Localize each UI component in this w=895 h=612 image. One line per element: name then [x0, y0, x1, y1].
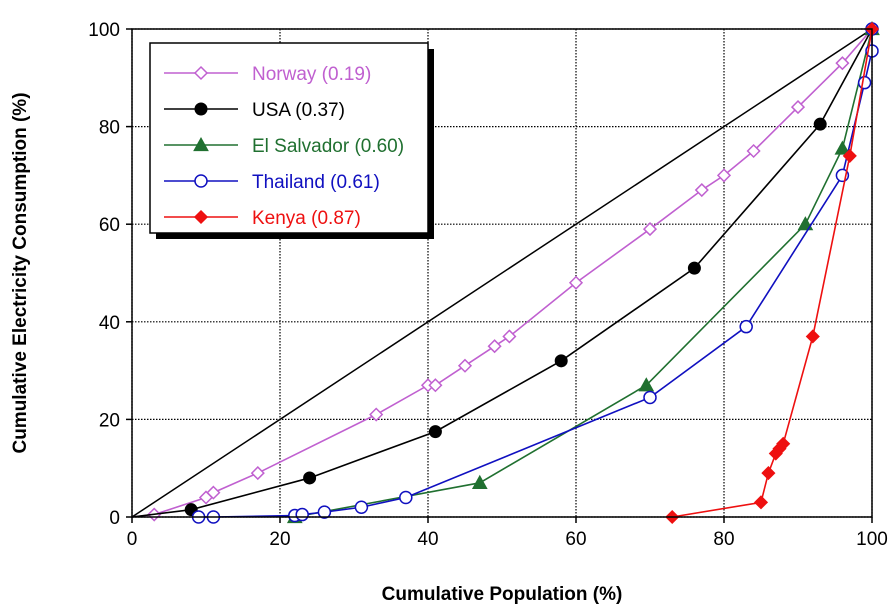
data-point: [716, 168, 732, 183]
legend-label: Thailand (0.61): [252, 172, 380, 193]
y-tick-label: 40: [99, 313, 120, 334]
y-tick-label: 60: [99, 215, 120, 236]
x-axis-title: Cumulative Population (%): [382, 584, 623, 605]
x-tick-label: 100: [856, 529, 888, 550]
data-point: [643, 390, 657, 405]
data-point: [206, 485, 221, 500]
series-line: [131, 28, 873, 518]
y-tick-label: 0: [109, 508, 120, 529]
data-point: [554, 354, 568, 368]
equality-line-path: [131, 28, 873, 518]
x-tick-label: 20: [269, 529, 290, 550]
data-point: [568, 275, 584, 290]
data-point: [638, 377, 655, 392]
data-point: [250, 466, 265, 481]
y-axis-title: Cumulative Electricity Consumption (%): [10, 92, 31, 453]
data-point: [354, 500, 369, 514]
data-point: [776, 436, 791, 451]
series-layer: [131, 20, 880, 525]
legend-swatch-marker: [193, 65, 209, 81]
legend: Norway (0.19) USA (0.37) El Salvador (0.60…: [149, 42, 434, 239]
data-point: [790, 100, 806, 115]
legend-swatch-marker: [193, 209, 209, 225]
axis-ticks: 0 20 40 60 80 100 0 20 40 60 80 100: [88, 20, 888, 550]
equality-line: [131, 28, 873, 518]
data-point: [813, 117, 827, 131]
data-point: [834, 140, 851, 155]
x-tick-label: 0: [127, 529, 138, 550]
legend-label: USA (0.37): [252, 100, 345, 121]
data-point: [428, 378, 443, 393]
data-point: [457, 358, 473, 373]
data-point: [317, 505, 332, 519]
x-tick-label: 40: [417, 529, 438, 550]
data-point: [739, 319, 753, 334]
data-point: [857, 75, 872, 90]
data-point: [399, 490, 413, 505]
legend-label: El Salvador (0.60): [252, 136, 404, 157]
data-point: [428, 425, 442, 439]
data-point: [303, 471, 317, 485]
data-point: [842, 148, 857, 163]
legend-swatch-marker: [193, 136, 209, 152]
data-point: [487, 339, 502, 354]
data-point: [805, 329, 820, 344]
data-point: [761, 466, 776, 481]
data-point: [642, 222, 658, 237]
x-tick-label: 80: [713, 529, 734, 550]
data-point: [502, 329, 517, 344]
data-point: [295, 507, 309, 522]
y-tick-label: 80: [99, 118, 120, 139]
y-tick-label: 100: [88, 20, 120, 41]
data-point: [694, 182, 709, 198]
x-tick-label: 60: [565, 529, 586, 550]
legend-swatch-marker: [194, 102, 208, 116]
data-point: [835, 56, 850, 71]
plot-frame: [131, 28, 873, 518]
data-point: [746, 143, 761, 159]
series-4: [665, 21, 880, 525]
legend-swatch-marker: [194, 174, 208, 188]
legend-label: Norway (0.19): [252, 64, 371, 85]
data-point: [753, 495, 769, 510]
data-point: [687, 261, 701, 275]
data-point: [471, 474, 488, 489]
legend-label: Kenya (0.87): [252, 208, 361, 229]
series-line: [294, 28, 873, 518]
data-point: [369, 407, 384, 422]
y-tick-label: 20: [99, 410, 120, 431]
